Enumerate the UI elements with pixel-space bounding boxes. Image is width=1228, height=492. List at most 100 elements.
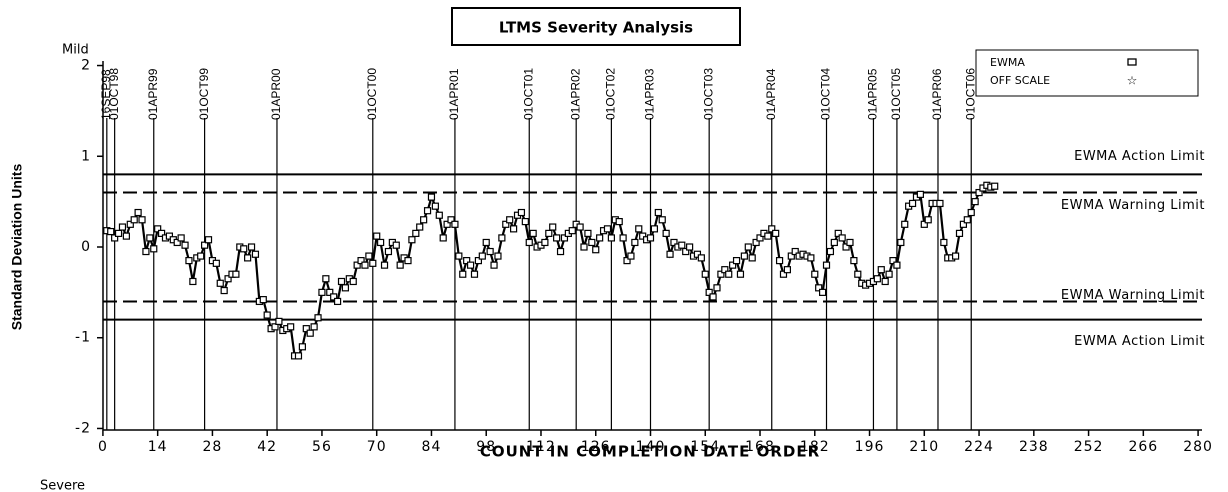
ewma-marker [427, 193, 436, 201]
limit-label: EWMA Action Limit [1074, 334, 1205, 349]
ewma-marker [635, 225, 643, 233]
date-label: 01OCT06 [963, 68, 977, 120]
ewma-marker [114, 229, 123, 237]
date-label: 01OCT04 [819, 68, 833, 120]
ewma-marker [787, 252, 795, 260]
ewma-marker [877, 266, 885, 274]
ewma-marker [670, 238, 678, 247]
ewma-marker [963, 216, 971, 224]
ewma-marker [244, 254, 252, 262]
bottom-note: Severe [40, 479, 85, 492]
ewma-marker [396, 261, 404, 269]
ewma-marker [212, 259, 220, 267]
date-label: 01APR05 [866, 68, 880, 120]
ewma-marker [201, 241, 209, 249]
ewma-marker [377, 238, 385, 247]
ewma-marker [247, 243, 256, 251]
ewma-marker [318, 288, 326, 296]
ewma-marker [815, 284, 823, 292]
chart-title: LTMS Severity Analysis [499, 19, 693, 37]
y-tick-label: 1 [81, 148, 91, 164]
ewma-marker [959, 220, 968, 228]
ewma-marker [842, 243, 850, 251]
ewma-marker [916, 190, 924, 198]
ewma-marker [889, 257, 897, 265]
ewma-marker [717, 270, 725, 278]
ewma-marker [157, 229, 166, 237]
ewma-marker [834, 229, 842, 237]
ewma-marker [506, 216, 514, 224]
ewma-marker [740, 252, 748, 260]
ewma-marker [658, 216, 666, 224]
ewma-marker [521, 217, 529, 226]
ewma-marker [517, 208, 526, 217]
ewma-marker [721, 266, 729, 274]
ewma-marker [185, 257, 193, 265]
ewma-marker [369, 259, 377, 267]
date-label: 01OCT99 [197, 68, 211, 120]
ewma-marker [631, 238, 639, 247]
ewma-marker [549, 223, 557, 231]
ewma-marker [251, 250, 260, 258]
ewma-marker [189, 277, 197, 286]
ewma-marker [294, 352, 303, 360]
ewma-marker [177, 234, 185, 242]
ewma-marker [138, 216, 146, 224]
ewma-marker [204, 236, 213, 244]
ewma-marker [596, 234, 604, 242]
ewma-marker [756, 234, 764, 242]
ewma-marker [838, 234, 846, 242]
ewma-marker [154, 225, 162, 233]
ewma-marker [275, 317, 283, 325]
ewma-marker [232, 270, 240, 278]
x-tick-label: 196 [855, 439, 885, 455]
ewma-marker [392, 241, 400, 249]
ewma-marker [494, 252, 502, 260]
ewma-marker [333, 297, 342, 306]
ewma-marker [775, 257, 784, 265]
date-label: 01OCT02 [604, 68, 618, 120]
ewma-marker [541, 238, 549, 247]
x-tick-label: 182 [800, 439, 830, 455]
date-label: 01APR06 [930, 68, 944, 120]
ewma-marker [967, 208, 975, 217]
ewma-marker [881, 277, 889, 286]
x-tick-label: 280 [1183, 439, 1213, 455]
ewma-marker [822, 261, 831, 269]
ewma-marker [435, 211, 443, 219]
ewma-marker [337, 277, 346, 286]
ewma-marker [384, 247, 393, 256]
ewma-marker [975, 188, 983, 197]
ewma-marker [619, 234, 627, 242]
x-axis-label: COUNT IN COMPLETION DATE ORDER [480, 443, 820, 461]
ewma-marker [306, 329, 314, 337]
limit-label: EWMA Warning Limit [1061, 288, 1205, 303]
ewma-marker [607, 234, 615, 242]
ewma-marker [623, 257, 631, 265]
ewma-marker [373, 232, 381, 240]
date-label: 01APR03 [643, 68, 657, 120]
ewma-marker [701, 270, 709, 278]
ewma-marker [130, 216, 138, 224]
ewma-marker [420, 216, 428, 224]
ewma-marker [908, 199, 917, 208]
ewma-marker [482, 238, 490, 247]
legend-label: EWMA [990, 56, 1025, 69]
y-tick-label: 0 [81, 239, 91, 255]
ewma-marker [850, 257, 858, 265]
x-tick-label: 140 [636, 439, 666, 455]
ewma-marker [748, 254, 756, 262]
ewma-marker [646, 234, 655, 242]
ewma-marker [314, 314, 322, 322]
ewma-marker [588, 238, 596, 247]
legend-square [1127, 58, 1137, 66]
ewma-marker [408, 236, 416, 244]
x-tick-label: 28 [203, 439, 223, 455]
ewma-marker [736, 270, 745, 278]
x-tick-label: 70 [367, 439, 387, 455]
ewma-marker [971, 198, 979, 206]
x-tick-label: 252 [1074, 439, 1104, 455]
x-tick-label: 56 [312, 439, 332, 455]
x-tick-label: 154 [690, 439, 720, 455]
